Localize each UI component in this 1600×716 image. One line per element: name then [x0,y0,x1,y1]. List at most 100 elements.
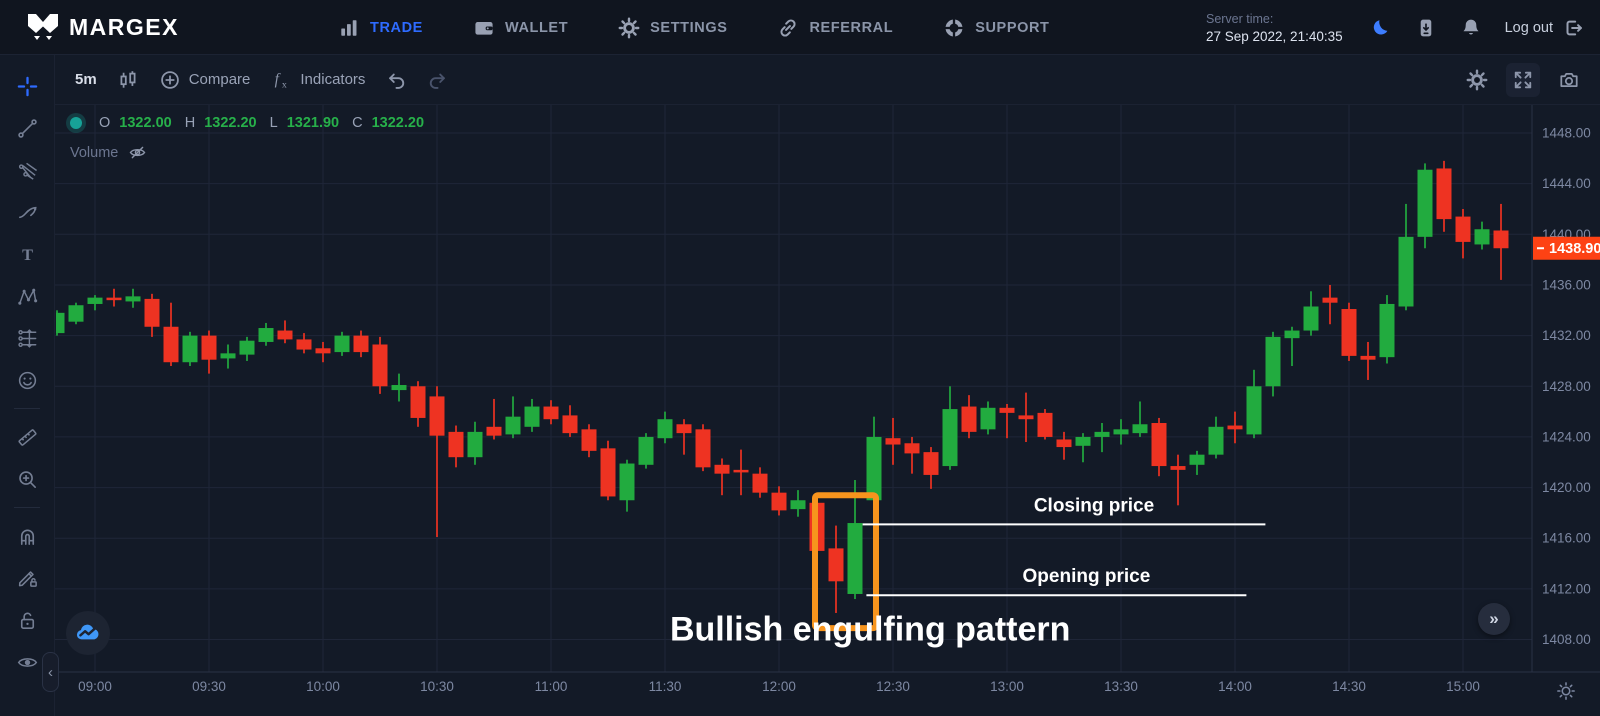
price-axis[interactable]: 1448.001444.001440.001436.001432.001428.… [1542,126,1591,648]
candle-body [1265,336,1281,387]
candle-body [733,469,749,473]
candlestick-chart[interactable]: Closing price Opening price Bullish engulf… [0,55,1600,716]
interval-button[interactable]: 5m [75,71,97,88]
tool-eye-button[interactable] [10,645,44,679]
candle-body [1493,230,1509,249]
lock-icon [20,612,34,629]
time-axis-label: 12:00 [762,679,796,694]
projection-icon [17,328,36,348]
emoji-icon [18,371,36,389]
candle-body [771,492,787,511]
time-axis[interactable]: 09:00 09:30 10:00 10:30 11:00 11:30 12:00 12:30… [78,679,1480,694]
candles-style-icon[interactable] [117,69,139,91]
ruler-icon [18,428,36,446]
candle-body [1455,216,1471,242]
candle-body [562,415,578,434]
snapshot-button[interactable] [1552,63,1586,97]
candle-body [600,448,616,497]
time-axis-label: 13:00 [990,679,1024,694]
tool-lock-button[interactable] [10,603,44,637]
time-axis-label: 14:30 [1332,679,1366,694]
nav-item-settings[interactable]: SETTINGS [618,17,727,39]
price-axis-label: 1416.00 [1542,531,1591,546]
collapse-sidebar-button[interactable]: ‹ [42,652,59,692]
tool-brush-button[interactable] [10,195,44,229]
time-axis-label: 09:30 [192,679,226,694]
candle-body [163,326,179,363]
candle-body [581,429,597,451]
svg-text:x: x [282,79,287,90]
candle-body [448,431,464,458]
tool-text-button[interactable]: T [10,237,44,271]
candle-body [1170,466,1186,470]
candle-body [220,353,236,359]
tool-trend-line-button[interactable] [10,111,44,145]
fullscreen-button[interactable] [1506,63,1540,97]
candle-body [847,523,863,594]
draw-lock-icon [18,570,37,587]
tool-emoji-button[interactable] [10,363,44,397]
candle-body [296,339,312,350]
text-icon: T [22,244,33,263]
nav-item-support[interactable]: SUPPORT [943,17,1049,39]
indicators-label: Indicators [300,71,366,88]
candle-body [315,348,331,354]
redo-icon[interactable] [427,69,449,91]
ohlc-open-label: O [99,115,111,131]
gear-icon [618,17,640,38]
brand-logo[interactable]: MARGEX [26,0,179,55]
moon-icon[interactable] [1370,17,1392,39]
price-axis-label: 1428.00 [1542,379,1591,394]
tool-crosshair-button[interactable] [10,69,44,103]
series-toggle-dot[interactable] [70,117,82,129]
time-axis-label: 15:00 [1446,679,1480,694]
candle-body [1208,426,1224,455]
chart-watermark-button[interactable] [66,611,110,655]
candle-body [1341,309,1357,356]
tool-ruler-button[interactable] [10,420,44,454]
price-axis-label: 1436.00 [1542,277,1591,292]
trend-line-icon [17,118,37,138]
ohlc-low-label: L [269,115,278,131]
camera-icon [1560,72,1578,88]
candle-body [1113,429,1129,435]
candle-body [56,312,65,334]
candle-body [543,406,559,420]
ohlc-open-value: 1322.00 [119,115,172,131]
nav-item-referral[interactable]: REFERRAL [777,17,893,39]
price-axis-label: 1412.00 [1542,581,1591,596]
undo-icon[interactable] [385,69,407,91]
nav-label: SUPPORT [975,19,1050,36]
zoom-in-icon [18,470,36,488]
tool-magnet-button[interactable] [10,519,44,553]
price-axis-label: 1408.00 [1542,632,1591,647]
main-menu: TRADE WALLET SETTINGS REFERRAL SUPPORT [338,0,1050,55]
tool-projection-button[interactable] [10,321,44,355]
candle-body [334,335,350,353]
bell-icon[interactable] [1460,17,1482,39]
eye-icon [17,657,37,667]
current-price-value: 1438.90 [1549,241,1600,257]
tool-gann-fan-button[interactable] [10,153,44,187]
tool-zoom-in-button[interactable] [10,462,44,496]
time-axis-settings-icon[interactable] [1555,680,1577,702]
candle-body [885,438,901,445]
scroll-to-latest-button[interactable]: » [1478,603,1510,635]
candle-body [125,296,141,302]
tool-draw-lock-button[interactable] [10,561,44,595]
candle-body [1398,236,1414,307]
nav-item-trade[interactable]: TRADE [338,17,423,39]
candle-body [1246,386,1262,435]
candle-body [790,500,806,510]
eye-off-icon[interactable] [128,143,147,162]
chart-settings-button[interactable] [1460,63,1494,97]
nav-item-wallet[interactable]: WALLET [473,17,568,39]
tool-xabcd-button[interactable] [10,279,44,313]
nav-right-cluster: Server time: 27 Sep 2022, 21:40:35 Log o… [1206,0,1584,55]
device-icon[interactable] [1415,17,1437,39]
compare-button[interactable]: Compare [159,69,250,91]
toolbar-right-icons [1460,55,1586,105]
opening-price-label: Opening price [1023,566,1151,587]
logout-button[interactable]: Log out [1505,17,1584,39]
